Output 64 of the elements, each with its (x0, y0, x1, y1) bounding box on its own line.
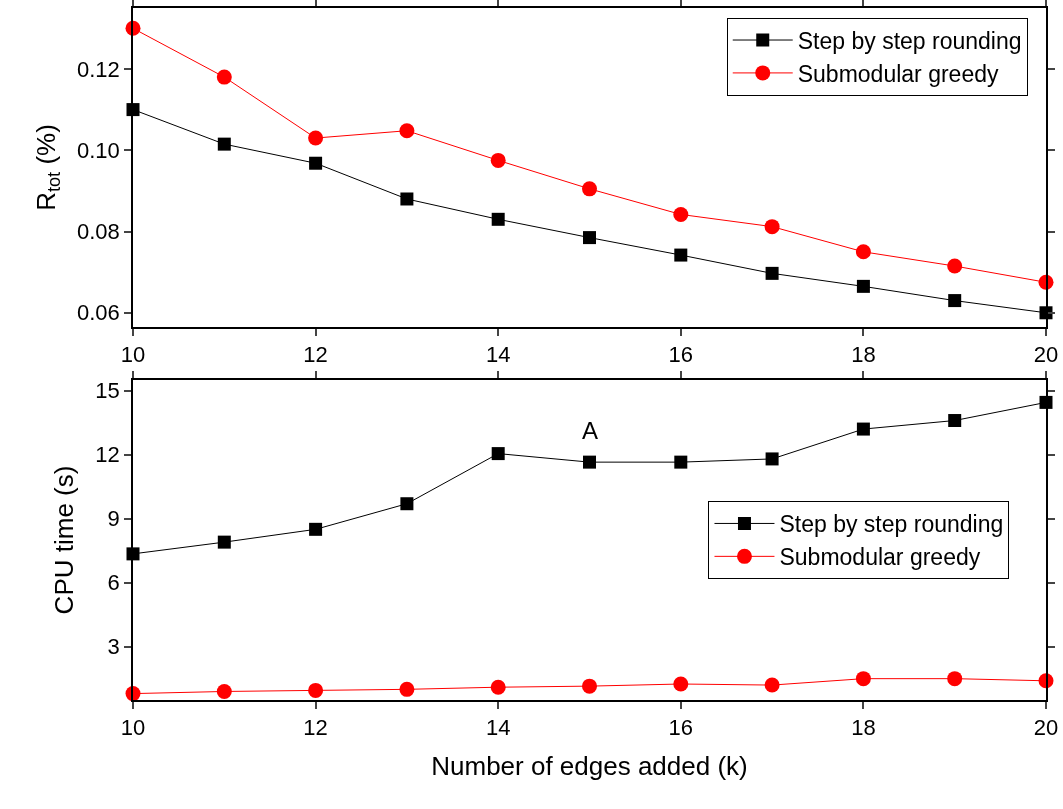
point (765, 266, 779, 280)
point (491, 212, 505, 226)
point (948, 294, 962, 308)
point (948, 414, 962, 428)
point (582, 181, 597, 197)
annotation: A (582, 417, 599, 444)
x-tick-label: 12 (303, 715, 328, 741)
legend-label: Submodular greedy (779, 544, 981, 571)
x-tick-label: 14 (485, 715, 511, 741)
point (217, 137, 231, 151)
y-tick-label: 15 (95, 378, 120, 404)
point (674, 248, 688, 262)
x-tick-label: 18 (851, 342, 876, 368)
point (583, 231, 596, 245)
point (399, 681, 415, 697)
point (217, 535, 231, 549)
point (491, 447, 505, 461)
point (674, 455, 688, 469)
x-tick-label: 20 (1033, 715, 1059, 741)
point (764, 677, 780, 693)
point (490, 679, 506, 695)
point (947, 258, 963, 274)
y-axis-title: CPU time (s) (49, 465, 80, 615)
x-tick-label: 10 (120, 715, 146, 741)
y-tick-label: 0.10 (77, 137, 120, 163)
point (855, 671, 871, 687)
point (308, 682, 324, 698)
y-tick-label: 9 (107, 506, 120, 532)
point (673, 206, 689, 222)
point (673, 676, 689, 692)
x-tick-label: 20 (1033, 342, 1059, 368)
point (855, 244, 871, 260)
x-tick-label: 14 (485, 342, 511, 368)
point (216, 683, 232, 699)
y-tick-label: 0.06 (77, 300, 120, 326)
point (216, 69, 232, 85)
legend-label: Step by step rounding (797, 27, 1022, 54)
point (399, 123, 415, 139)
legend-label: Submodular greedy (797, 60, 999, 87)
x-tick-label: 12 (303, 342, 328, 368)
y-tick-label: 0.12 (77, 56, 120, 82)
point (400, 497, 414, 511)
x-axis-title: Number of edges added (k) (431, 751, 748, 782)
x-tick-label: 10 (120, 342, 146, 368)
point (856, 279, 870, 293)
point (856, 422, 870, 436)
point (947, 671, 963, 687)
point (308, 130, 324, 146)
point (309, 156, 323, 170)
x-tick-label: 18 (851, 715, 876, 741)
point (309, 522, 323, 536)
y-tick-label: 3 (107, 634, 120, 660)
x-tick-label: 16 (668, 342, 694, 368)
legend-label: Step by step rounding (779, 511, 1004, 538)
point (583, 455, 596, 469)
point (400, 192, 414, 206)
point (582, 678, 597, 694)
point (490, 152, 506, 168)
point (765, 452, 779, 466)
y-tick-label: 12 (95, 442, 120, 468)
y-tick-label: 6 (107, 570, 120, 596)
point (764, 219, 780, 235)
x-tick-label: 16 (668, 715, 694, 741)
y-tick-label: 0.08 (77, 219, 120, 245)
